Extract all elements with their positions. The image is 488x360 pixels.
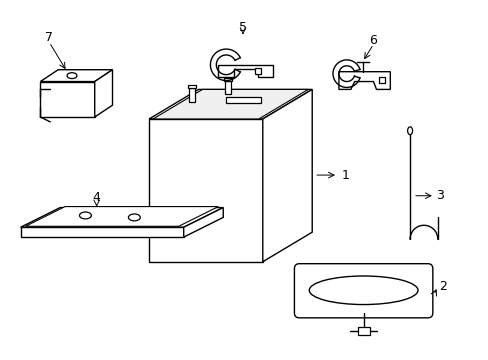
Ellipse shape	[67, 73, 77, 78]
Text: 7: 7	[45, 31, 53, 44]
Polygon shape	[338, 72, 389, 89]
Polygon shape	[25, 207, 218, 226]
Polygon shape	[41, 82, 95, 117]
Text: 6: 6	[369, 34, 377, 47]
Polygon shape	[225, 81, 231, 94]
Polygon shape	[262, 89, 311, 262]
Text: 1: 1	[341, 168, 349, 181]
Polygon shape	[357, 327, 369, 334]
Ellipse shape	[407, 127, 412, 135]
Polygon shape	[187, 85, 195, 89]
Polygon shape	[149, 119, 262, 262]
Text: 5: 5	[239, 21, 246, 34]
Text: 3: 3	[435, 189, 443, 202]
Polygon shape	[20, 227, 183, 237]
Polygon shape	[149, 89, 311, 119]
Polygon shape	[224, 78, 232, 81]
Ellipse shape	[128, 214, 140, 221]
Polygon shape	[226, 97, 260, 103]
Ellipse shape	[308, 276, 417, 305]
Text: 4: 4	[93, 191, 101, 204]
Text: 2: 2	[438, 280, 446, 293]
Ellipse shape	[80, 212, 91, 219]
Polygon shape	[20, 208, 223, 227]
Polygon shape	[218, 65, 272, 77]
Polygon shape	[183, 208, 223, 237]
Polygon shape	[95, 70, 112, 117]
Polygon shape	[41, 70, 112, 82]
Polygon shape	[188, 89, 194, 102]
Polygon shape	[153, 89, 307, 119]
FancyBboxPatch shape	[294, 264, 432, 318]
